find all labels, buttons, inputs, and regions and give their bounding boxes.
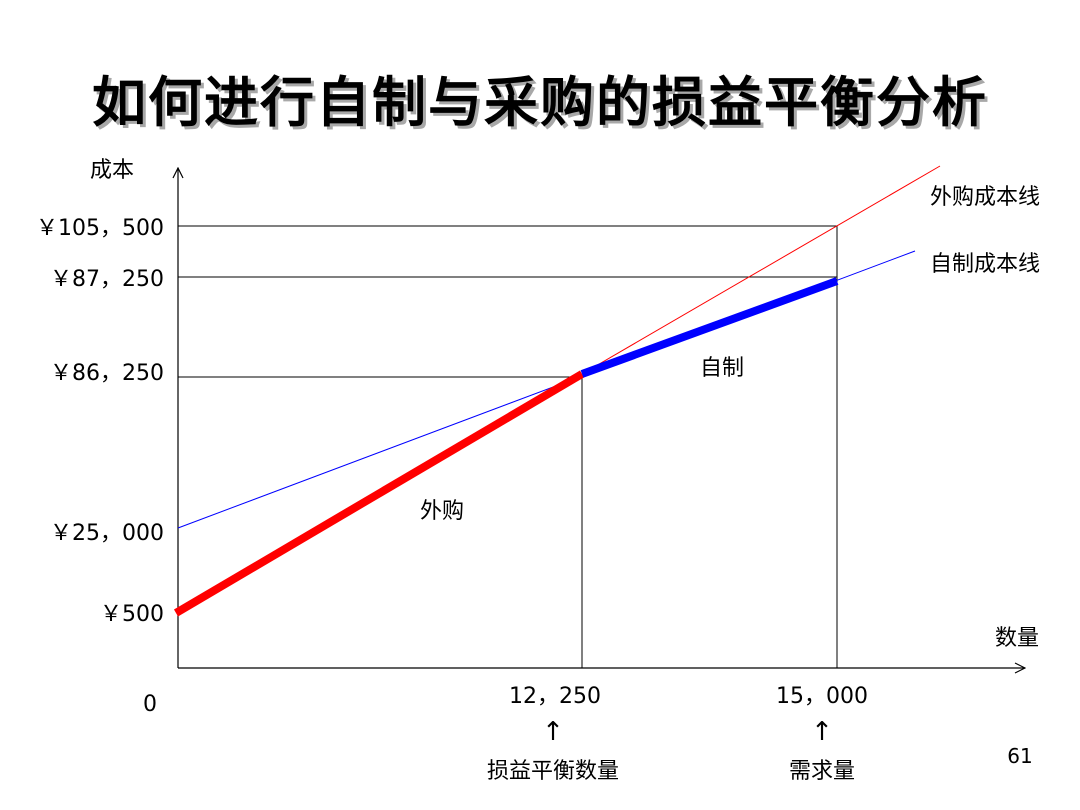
inhouse-region-label: 自制 bbox=[700, 356, 744, 381]
x-tick-15000: 15，000 bbox=[776, 684, 868, 709]
y-tick-105500: ￥105，500 bbox=[36, 216, 164, 241]
y-tick-87250: ￥87，250 bbox=[50, 267, 164, 292]
outsource-line-label: 外购成本线 bbox=[930, 185, 1040, 210]
y-axis-label: 成本 bbox=[90, 158, 134, 183]
outsource-region-label: 外购 bbox=[420, 499, 464, 524]
y-tick-25000: ￥25，000 bbox=[50, 521, 164, 546]
x-axis-label: 数量 bbox=[995, 626, 1039, 651]
demand-quantity-label: 需求量 bbox=[789, 759, 855, 784]
inhouse-optimal-segment bbox=[580, 277, 839, 378]
breakeven-quantity-label: 损益平衡数量 bbox=[487, 759, 619, 784]
breakeven-arrow: ↑ bbox=[542, 717, 564, 747]
demand-arrow: ↑ bbox=[811, 717, 833, 747]
outsource-cost-line bbox=[581, 165, 941, 375]
x-tick-12250: 12，250 bbox=[509, 684, 601, 709]
inhouse-line-label: 自制成本线 bbox=[930, 252, 1040, 277]
page-number: 61 bbox=[1007, 744, 1033, 768]
page-title: 如何进行自制与采购的损益平衡分析 bbox=[92, 71, 988, 134]
outsource-optimal-segment bbox=[173, 370, 585, 617]
y-tick-86250: ￥86，250 bbox=[50, 361, 164, 386]
y-tick-500: ￥500 bbox=[100, 602, 164, 627]
origin-label: 0 bbox=[143, 692, 157, 717]
